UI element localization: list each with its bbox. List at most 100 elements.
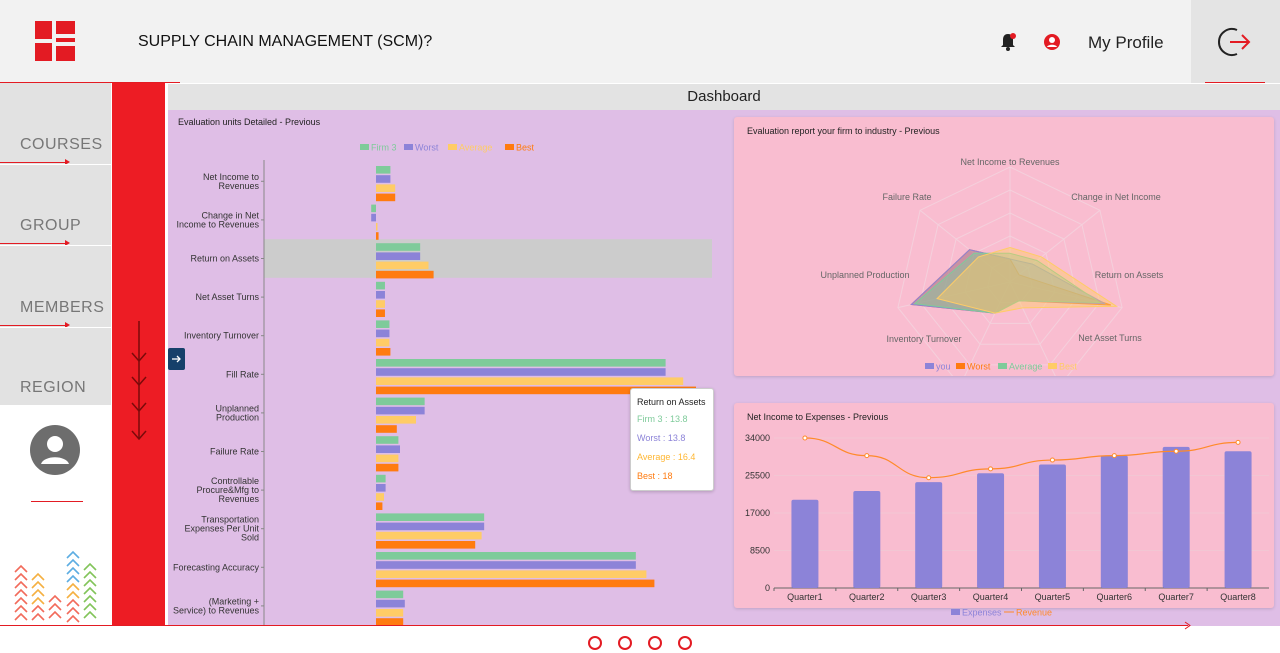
combo-legend-swatch[interactable]	[951, 609, 960, 615]
radar-legend-label[interactable]: Average	[1009, 362, 1042, 372]
legend-swatch-3[interactable]	[505, 144, 514, 150]
bar-worst[interactable]	[376, 599, 405, 608]
user-circle-icon[interactable]	[1043, 33, 1061, 51]
revenue-point[interactable]	[802, 435, 808, 441]
legend-swatch-2[interactable]	[448, 144, 457, 150]
bar-best[interactable]	[376, 425, 397, 433]
legend-label-0[interactable]: Firm 3	[371, 143, 397, 153]
bar-firm-3[interactable]	[376, 513, 485, 521]
revenue-point[interactable]	[864, 453, 870, 459]
bar-worst[interactable]	[376, 329, 390, 338]
bar-firm-3[interactable]	[376, 436, 399, 444]
legend-label-1[interactable]: Worst	[415, 143, 439, 153]
legend-swatch-0[interactable]	[360, 144, 369, 150]
revenue-line[interactable]	[804, 437, 1239, 479]
bar-firm-3[interactable]	[376, 359, 666, 367]
bar-firm-3[interactable]	[376, 590, 404, 599]
bar-worst[interactable]	[376, 522, 485, 531]
bar-best[interactable]	[376, 309, 385, 317]
bar-worst[interactable]	[376, 252, 421, 260]
bar-best[interactable]	[376, 463, 399, 472]
bar-best[interactable]	[376, 386, 696, 395]
bar-worst[interactable]	[376, 406, 425, 415]
bar-average[interactable]	[376, 531, 482, 540]
bar-best[interactable]	[376, 618, 404, 626]
bar-worst[interactable]	[376, 561, 636, 569]
expand-panel-button[interactable]	[168, 348, 185, 370]
radar-legend-label[interactable]: Best	[1059, 362, 1078, 372]
legend-label-3[interactable]: Best	[516, 143, 535, 153]
bar-worst[interactable]	[371, 213, 376, 222]
logout-button[interactable]	[1191, 0, 1280, 83]
radar-legend-swatch[interactable]	[998, 363, 1007, 369]
nav-item-courses[interactable]: COURSES	[20, 136, 103, 153]
nav-item-members[interactable]: MEMBERS	[20, 299, 105, 316]
pager-dot[interactable]	[648, 636, 662, 650]
expenses-bar[interactable]	[791, 499, 819, 588]
bar-average[interactable]	[376, 377, 684, 385]
expenses-bar[interactable]	[977, 473, 1005, 588]
expenses-bar[interactable]	[1224, 451, 1252, 588]
radar-legend-swatch[interactable]	[925, 363, 934, 369]
expenses-bar[interactable]	[853, 490, 881, 588]
revenue-point[interactable]	[926, 475, 932, 481]
radar-legend-swatch[interactable]	[1048, 363, 1057, 369]
avatar-icon[interactable]	[30, 425, 80, 475]
expenses-bar[interactable]	[1100, 455, 1128, 588]
bar-best[interactable]	[376, 193, 396, 202]
bar-firm-3[interactable]	[376, 166, 391, 174]
radar-series-average[interactable]	[913, 252, 1102, 314]
revenue-point[interactable]	[1111, 453, 1117, 459]
legend-label-2[interactable]: Average	[459, 143, 492, 153]
notification-bell-icon[interactable]	[998, 32, 1018, 52]
radar-series-best[interactable]	[936, 246, 1119, 314]
bar-worst[interactable]	[376, 291, 385, 299]
bar-worst[interactable]	[376, 368, 666, 376]
revenue-point[interactable]	[1049, 457, 1055, 463]
bar-best[interactable]	[376, 579, 655, 588]
bar-firm-3[interactable]	[376, 281, 385, 290]
pager-dot[interactable]	[618, 636, 632, 650]
nav-item-region[interactable]: REGION	[20, 379, 87, 396]
legend-swatch-1[interactable]	[404, 144, 413, 150]
bar-best[interactable]	[376, 348, 391, 356]
bar-firm-3[interactable]	[376, 474, 386, 483]
bar-average[interactable]	[376, 261, 429, 270]
revenue-point[interactable]	[1235, 439, 1241, 445]
bar-average[interactable]	[376, 493, 384, 501]
radar-legend-label[interactable]: Worst	[967, 362, 991, 372]
bar-average[interactable]	[376, 570, 647, 578]
combo-legend-label[interactable]: Expenses	[962, 608, 1002, 618]
bar-average[interactable]	[376, 454, 399, 463]
radar-legend-label[interactable]: you	[936, 362, 951, 372]
bar-best[interactable]	[376, 541, 476, 549]
bar-firm-3[interactable]	[376, 320, 390, 328]
bar-worst[interactable]	[376, 484, 386, 492]
bar-worst[interactable]	[376, 445, 400, 453]
bar-average[interactable]	[376, 184, 396, 192]
bar-average[interactable]	[376, 223, 378, 231]
revenue-point[interactable]	[988, 466, 994, 472]
bar-best[interactable]	[376, 502, 383, 510]
nav-item-group[interactable]: GROUP	[20, 217, 82, 234]
bar-average[interactable]	[376, 300, 385, 308]
bar-best[interactable]	[376, 232, 379, 240]
radar-legend-swatch[interactable]	[956, 363, 965, 369]
bar-firm-3[interactable]	[376, 397, 425, 406]
expenses-bar[interactable]	[1038, 464, 1066, 588]
revenue-point[interactable]	[1173, 448, 1179, 454]
expenses-bar[interactable]	[915, 482, 943, 588]
bar-best[interactable]	[376, 270, 434, 279]
bar-average[interactable]	[376, 609, 404, 617]
pager-dot[interactable]	[588, 636, 602, 650]
bar-average[interactable]	[376, 416, 416, 424]
my-profile-link[interactable]: My Profile	[1088, 33, 1164, 52]
combo-legend-label[interactable]: Revenue	[1016, 608, 1052, 618]
bar-firm-3[interactable]	[376, 243, 421, 251]
bar-firm-3[interactable]	[376, 552, 636, 560]
bar-worst[interactable]	[376, 175, 391, 183]
bar-average[interactable]	[376, 338, 390, 347]
bar-firm-3[interactable]	[371, 204, 376, 213]
pager-dot[interactable]	[678, 636, 692, 650]
expenses-bar[interactable]	[1162, 446, 1190, 588]
